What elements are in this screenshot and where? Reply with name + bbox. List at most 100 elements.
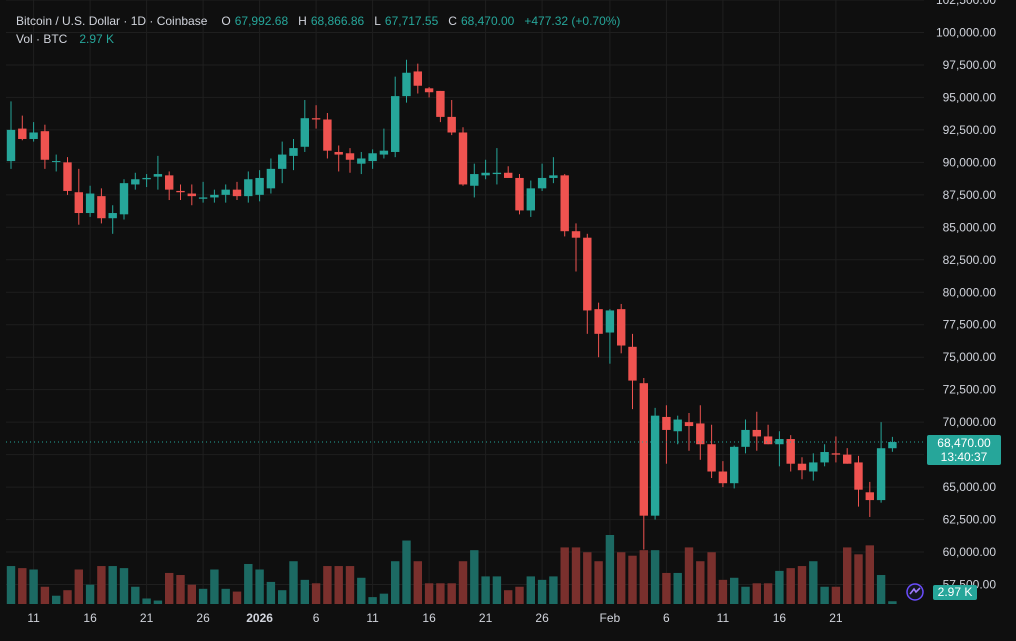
candle-body [888, 442, 897, 449]
candle-body [843, 454, 852, 464]
close-label: C [448, 14, 457, 28]
volume-bar [470, 550, 479, 604]
candle-body [684, 422, 694, 427]
x-tick-label: 2026 [246, 611, 273, 625]
x-tick-label: 11 [27, 611, 40, 625]
volume-bar [142, 598, 151, 604]
candle-body [232, 189, 242, 197]
volume-bar [29, 569, 38, 604]
volume-bar [187, 584, 196, 604]
volume-bar [413, 561, 422, 604]
candle-body [74, 192, 83, 214]
candle-body [752, 429, 761, 437]
y-tick-label: 87,500.00 [943, 188, 997, 202]
last-price-value: 68,470.00 [937, 436, 991, 451]
y-tick-label: 100,000.00 [936, 25, 996, 39]
candle-body [119, 183, 129, 215]
candle-body [594, 309, 603, 334]
candle-body [289, 148, 298, 156]
candle-body [63, 162, 72, 191]
candle-body [413, 71, 422, 86]
candle-body [187, 193, 196, 197]
volume-bar [85, 584, 95, 604]
candle-body [244, 179, 253, 197]
candle-body [424, 88, 434, 93]
volume-bar [436, 583, 445, 604]
volume-bar [560, 547, 569, 604]
y-tick-label: 82,500.00 [943, 253, 997, 267]
x-tick-label: 26 [535, 611, 549, 625]
volume-bar [594, 561, 603, 604]
candle-body [176, 190, 185, 193]
volume-bar [639, 550, 648, 604]
low-value: 67,717.55 [384, 14, 439, 28]
candle-body [617, 309, 626, 346]
symbol-title[interactable]: Bitcoin / U.S. Dollar · 1D · Coinbase [16, 14, 208, 28]
tradingview-logo-icon[interactable] [903, 583, 927, 601]
volume-bar [526, 576, 535, 604]
candle-body [673, 419, 682, 432]
volume-bar [210, 569, 219, 604]
volume-bar [278, 590, 287, 604]
volume-bar [809, 561, 818, 604]
volume-label[interactable]: Vol · BTC [16, 32, 68, 46]
volume-bar [221, 588, 230, 604]
x-tick-label: 6 [663, 611, 670, 625]
candle-body [357, 158, 366, 164]
x-tick-label: 16 [773, 611, 787, 625]
volume-bar [763, 583, 773, 604]
volume-bar [345, 566, 355, 604]
candle-body [470, 174, 479, 186]
y-tick-label: 97,500.00 [943, 58, 997, 72]
candle-body [876, 448, 886, 501]
candle-body [775, 439, 784, 445]
high-value: 68,866.86 [310, 14, 365, 28]
candle-body [323, 119, 332, 151]
candle-body [52, 161, 61, 163]
candle-body [334, 151, 343, 155]
volume-bar [131, 586, 140, 604]
candle-body [718, 471, 728, 484]
volume-bar [244, 563, 253, 604]
volume-bar [458, 561, 468, 604]
candle-body [741, 429, 750, 447]
volume-bar [876, 575, 886, 604]
volume-row: Vol · BTC 2.97 K [16, 30, 620, 48]
volume-bar [617, 552, 626, 604]
volume-bar [379, 593, 389, 604]
y-tick-label: 77,500.00 [943, 318, 997, 332]
volume-bar [786, 568, 795, 604]
candle-body [763, 436, 773, 445]
volume-bar [515, 586, 524, 604]
y-tick-label: 85,000.00 [943, 220, 997, 234]
volume-bar [300, 579, 309, 604]
open-value: 67,992.68 [234, 14, 289, 28]
candle-body [786, 439, 795, 464]
candle-body [809, 462, 818, 472]
volume-bar [673, 572, 682, 604]
candle-body [447, 116, 456, 133]
candle-body [730, 446, 739, 484]
volume-bar [481, 576, 490, 604]
volume-bar [176, 575, 185, 604]
volume-bar [119, 568, 129, 604]
candle-body [311, 118, 321, 120]
candle-body [153, 174, 163, 177]
volume-tag: 2.97 K [933, 585, 977, 600]
volume-bar [865, 545, 874, 604]
candle-body [18, 128, 27, 139]
volume-bar [605, 535, 615, 604]
bar-countdown: 13:40:37 [940, 450, 988, 465]
volume-bar [820, 586, 829, 604]
y-tick-label: 60,000.00 [943, 545, 997, 559]
candle-body [854, 462, 863, 490]
y-tick-label: 80,000.00 [943, 285, 997, 299]
x-tick-label: 11 [366, 611, 379, 625]
candle-body [300, 118, 309, 147]
candle-body [707, 444, 716, 472]
candle-body [198, 197, 208, 199]
volume-bar [52, 595, 61, 604]
